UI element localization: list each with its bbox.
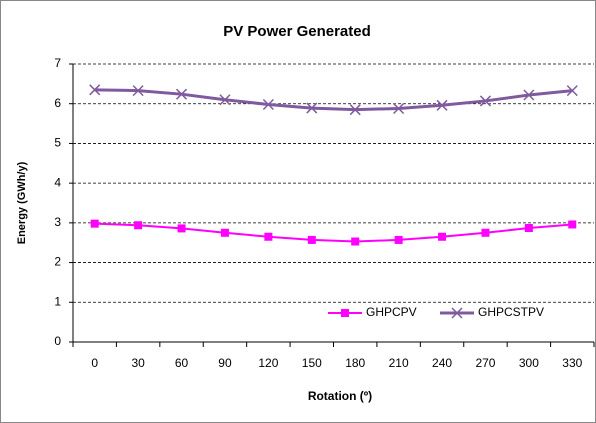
y-tick-label: 0 xyxy=(54,334,61,348)
legend-marker xyxy=(341,309,349,317)
data-point xyxy=(132,85,144,97)
data-point xyxy=(393,102,405,115)
data-point xyxy=(262,98,274,111)
data-point xyxy=(524,224,533,233)
y-tick-label: 3 xyxy=(54,215,61,229)
legend-label: GHPCSTPV xyxy=(478,305,544,319)
data-point xyxy=(436,99,448,111)
y-tick-label: 7 xyxy=(54,56,61,70)
data-point xyxy=(177,224,186,233)
data-point xyxy=(306,102,318,114)
series-line xyxy=(94,222,573,243)
y-tick-label: 6 xyxy=(54,96,61,110)
y-axis-label: Energy (GWh/y) xyxy=(16,161,28,244)
y-tick-label: 2 xyxy=(54,255,61,269)
x-tick-label: 270 xyxy=(475,356,495,370)
y-tick-label: 5 xyxy=(54,136,61,150)
data-point xyxy=(351,237,360,246)
data-point xyxy=(307,235,316,244)
data-point xyxy=(523,89,535,101)
data-point xyxy=(568,220,577,229)
data-point xyxy=(479,95,491,107)
data-point xyxy=(481,228,490,237)
data-point xyxy=(438,232,447,241)
series-line xyxy=(94,88,573,112)
x-tick-label: 60 xyxy=(175,356,189,370)
chart-title: PV Power Generated xyxy=(223,23,371,40)
legend-marker xyxy=(451,307,463,319)
x-tick-label: 240 xyxy=(432,356,452,370)
x-tick-label: 90 xyxy=(218,356,232,370)
y-tick-label: 1 xyxy=(54,294,61,308)
data-point xyxy=(176,88,188,100)
x-axis-label: Rotation (º) xyxy=(308,389,372,403)
data-point xyxy=(90,219,99,228)
data-point xyxy=(349,104,361,116)
x-tick-label: 150 xyxy=(302,356,322,370)
data-point xyxy=(219,94,231,106)
x-tick-label: 210 xyxy=(389,356,409,370)
data-point xyxy=(89,84,101,96)
x-tick-label: 300 xyxy=(519,356,539,370)
x-tick-label: 0 xyxy=(91,356,98,370)
x-tick-label: 180 xyxy=(345,356,365,370)
x-tick-label: 330 xyxy=(562,356,582,370)
legend-label: GHPCPV xyxy=(366,305,417,319)
x-tick-label: 120 xyxy=(258,356,278,370)
data-point xyxy=(134,221,143,230)
data-point xyxy=(220,228,229,237)
x-tick-label: 30 xyxy=(131,356,145,370)
data-point xyxy=(566,85,578,97)
data-point xyxy=(264,232,273,241)
y-tick-label: 4 xyxy=(54,175,61,189)
data-point xyxy=(394,235,403,244)
